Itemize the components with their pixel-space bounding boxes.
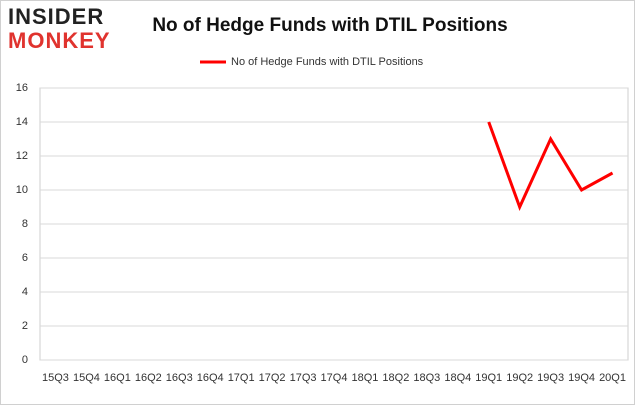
x-tick-label: 17Q3 bbox=[290, 372, 317, 384]
x-tick-label: 17Q1 bbox=[228, 372, 255, 384]
x-tick-label: 15Q4 bbox=[73, 372, 100, 384]
y-tick-label: 14 bbox=[16, 116, 28, 128]
x-tick-label: 18Q1 bbox=[351, 372, 378, 384]
x-tick-label: 19Q2 bbox=[506, 372, 533, 384]
logo-bottom: MONKEY bbox=[8, 28, 111, 53]
y-tick-label: 16 bbox=[16, 82, 28, 94]
y-tick-label: 2 bbox=[22, 320, 28, 332]
data-line bbox=[487, 121, 614, 211]
x-tick-label: 19Q3 bbox=[537, 372, 564, 384]
y-tick-label: 0 bbox=[22, 354, 28, 366]
x-tick-label: 16Q3 bbox=[166, 372, 193, 384]
x-tick-label: 16Q4 bbox=[197, 372, 224, 384]
x-tick-label: 19Q4 bbox=[568, 372, 595, 384]
x-tick-label: 19Q1 bbox=[475, 372, 502, 384]
y-tick-label: 4 bbox=[22, 286, 28, 298]
x-tick-label: 18Q4 bbox=[444, 372, 471, 384]
chart-title: No of Hedge Funds with DTIL Positions bbox=[152, 15, 507, 36]
x-tick-label: 16Q2 bbox=[135, 372, 162, 384]
x-tick-label: 17Q4 bbox=[321, 372, 348, 384]
legend-label: No of Hedge Funds with DTIL Positions bbox=[231, 56, 424, 68]
x-tick-label: 17Q2 bbox=[259, 372, 286, 384]
y-tick-label: 12 bbox=[16, 150, 28, 162]
x-tick-label: 16Q1 bbox=[104, 372, 131, 384]
x-tick-label: 15Q3 bbox=[42, 372, 69, 384]
x-tick-label: 18Q2 bbox=[382, 372, 409, 384]
y-tick-label: 10 bbox=[16, 184, 28, 196]
logo-top: INSIDER bbox=[8, 4, 104, 29]
x-tick-label: 20Q1 bbox=[599, 372, 626, 384]
x-tick-label: 18Q3 bbox=[413, 372, 440, 384]
y-tick-label: 8 bbox=[22, 218, 28, 230]
y-tick-label: 6 bbox=[22, 252, 28, 264]
